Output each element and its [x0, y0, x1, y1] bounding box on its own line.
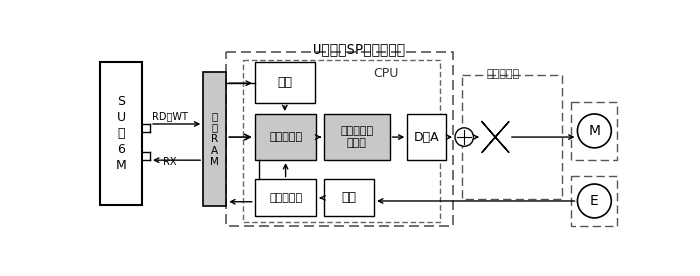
Text: 逓倍: 逓倍	[342, 191, 356, 205]
Text: 指令: 指令	[277, 76, 293, 89]
Bar	[462, 75, 562, 199]
Text: D／A: D／A	[414, 131, 440, 144]
Text: 位置环路增
益调整: 位置环路增 益调整	[340, 126, 373, 148]
Text: M: M	[589, 124, 601, 138]
Bar	[226, 52, 454, 225]
Bar	[255, 62, 315, 103]
Circle shape	[578, 114, 611, 148]
Text: 积算计数器: 积算计数器	[269, 193, 302, 203]
Bar	[407, 114, 446, 160]
Text: CPU: CPU	[373, 67, 398, 80]
Text: U－０１SP－８１７５: U－０１SP－８１７５	[313, 42, 405, 56]
Bar	[203, 71, 226, 206]
Bar	[324, 114, 389, 160]
Text: 伺服驱动器: 伺服驱动器	[487, 69, 520, 79]
Text: RD／WT: RD／WT	[152, 111, 188, 121]
Circle shape	[455, 128, 473, 146]
Bar	[324, 179, 374, 216]
Text: 共
用
R
A
M: 共 用 R A M	[210, 111, 219, 167]
Text: RX: RX	[163, 158, 177, 168]
Bar	[255, 114, 316, 160]
Circle shape	[578, 184, 611, 218]
Text: E: E	[590, 194, 598, 208]
Bar	[571, 102, 617, 160]
Text: 偏差计数器: 偏差计数器	[269, 132, 302, 142]
Bar	[100, 62, 142, 205]
Bar	[243, 60, 440, 222]
Text: S
U
－
6
M: S U － 6 M	[116, 95, 127, 172]
Bar	[255, 179, 316, 216]
Bar	[571, 176, 617, 225]
